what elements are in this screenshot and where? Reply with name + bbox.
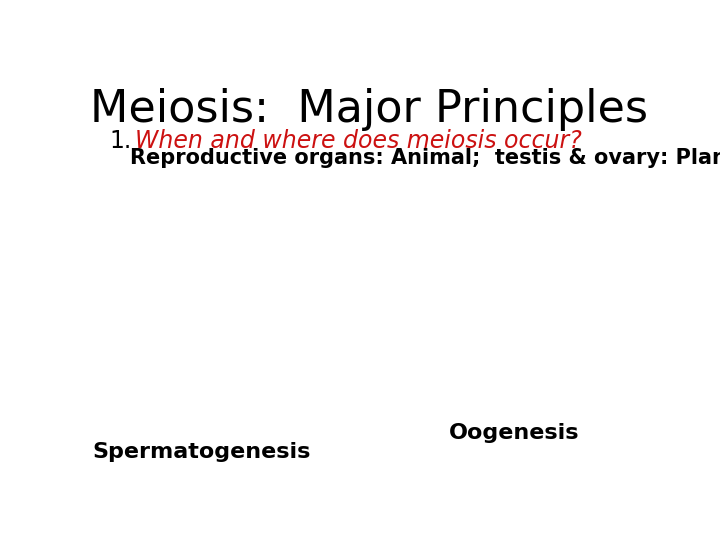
- Text: Oogenesis: Oogenesis: [449, 423, 580, 443]
- Text: Meiosis:  Major Principles: Meiosis: Major Principles: [90, 87, 648, 131]
- Text: Reproductive organs: Animal;  testis & ovary: Plant; anther & ovules: Reproductive organs: Animal; testis & ov…: [130, 148, 720, 168]
- Text: When and where does meiosis occur?: When and where does meiosis occur?: [135, 129, 581, 153]
- Text: Spermatogenesis: Spermatogenesis: [92, 442, 311, 462]
- Text: 1.: 1.: [109, 129, 132, 153]
